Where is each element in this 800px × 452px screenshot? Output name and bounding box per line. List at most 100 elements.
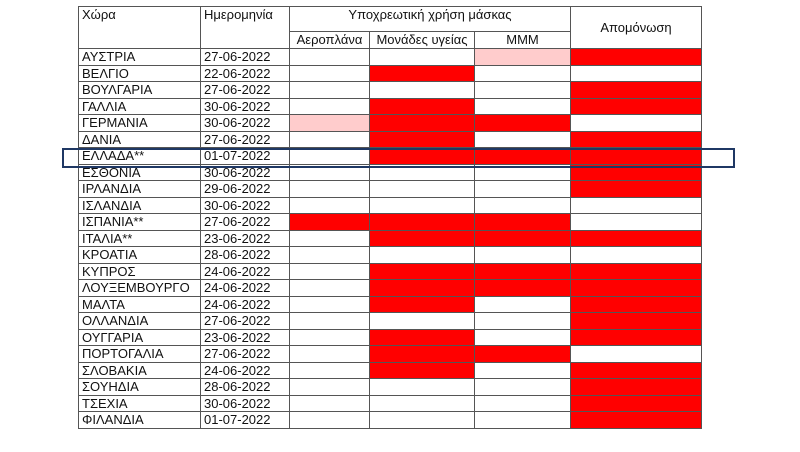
planes-cell <box>289 262 370 280</box>
table-row: ΠΟΡΤΟΓΑΛΙΑ 27-06-2022 <box>78 345 702 363</box>
header-mmm: ΜΜΜ <box>474 31 571 49</box>
health-units-cell <box>369 411 475 429</box>
mmm-cell <box>474 147 571 165</box>
health-units-cell <box>369 48 475 66</box>
isolation-cell <box>570 262 702 280</box>
country-cell: ΕΛΛΑΔΑ** <box>78 147 201 165</box>
date-cell: 28-06-2022 <box>200 378 290 396</box>
table-row: ΙΣΠΑΝΙΑ** 27-06-2022 <box>78 213 702 231</box>
table-row: ΜΑΛΤΑ 24-06-2022 <box>78 295 702 313</box>
mmm-cell <box>474 64 571 82</box>
date-cell: 28-06-2022 <box>200 246 290 264</box>
health-units-cell <box>369 163 475 181</box>
mmm-cell <box>474 213 571 231</box>
mmm-cell <box>474 262 571 280</box>
mmm-cell <box>474 246 571 264</box>
date-cell: 24-06-2022 <box>200 262 290 280</box>
country-cell: ΙΣΠΑΝΙΑ** <box>78 213 201 231</box>
planes-cell <box>289 147 370 165</box>
planes-cell <box>289 246 370 264</box>
date-cell: 29-06-2022 <box>200 180 290 198</box>
health-units-cell <box>369 295 475 313</box>
mmm-cell <box>474 180 571 198</box>
date-cell: 27-06-2022 <box>200 345 290 363</box>
health-units-cell <box>369 213 475 231</box>
date-cell: 30-06-2022 <box>200 114 290 132</box>
country-cell: ΙΣΛΑΝΔΙΑ <box>78 196 201 214</box>
date-cell: 22-06-2022 <box>200 64 290 82</box>
date-cell: 24-06-2022 <box>200 361 290 379</box>
country-cell: ΤΣΕΧΙΑ <box>78 394 201 412</box>
country-cell: ΓΕΡΜΑΝΙΑ <box>78 114 201 132</box>
date-cell: 30-06-2022 <box>200 394 290 412</box>
date-cell: 23-06-2022 <box>200 229 290 247</box>
health-units-cell <box>369 130 475 148</box>
isolation-cell <box>570 213 702 231</box>
country-cell: ΟΛΛΑΝΔΙΑ <box>78 312 201 330</box>
date-cell: 30-06-2022 <box>200 163 290 181</box>
country-cell: ΑΥΣΤΡΙΑ <box>78 48 201 66</box>
table-row: ΔΑΝΙΑ 27-06-2022 <box>78 130 702 148</box>
health-units-cell <box>369 378 475 396</box>
date-cell: 24-06-2022 <box>200 279 290 297</box>
table-body: ΑΥΣΤΡΙΑ 27-06-2022 ΒΕΛΓΙΟ 22-06-2022 ΒΟΥΛΓΑΡ… <box>78 48 702 429</box>
mmm-cell <box>474 411 571 429</box>
isolation-cell <box>570 279 702 297</box>
table-row: ΣΛΟΒΑΚΙΑ 24-06-2022 <box>78 361 702 379</box>
planes-cell <box>289 378 370 396</box>
table-row: ΚΡΟΑΤΙΑ 28-06-2022 <box>78 246 702 264</box>
header-health-units: Μονάδες υγείας <box>369 31 475 49</box>
planes-cell <box>289 180 370 198</box>
mmm-cell <box>474 163 571 181</box>
table-row: ΙΣΛΑΝΔΙΑ 30-06-2022 <box>78 196 702 214</box>
planes-cell <box>289 130 370 148</box>
planes-cell <box>289 48 370 66</box>
date-cell: 30-06-2022 <box>200 196 290 214</box>
date-cell: 27-06-2022 <box>200 81 290 99</box>
mmm-cell <box>474 130 571 148</box>
isolation-cell <box>570 345 702 363</box>
country-cell: ΟΥΓΓΑΡΙΑ <box>78 328 201 346</box>
header-planes: Αεροπλάνα <box>289 31 370 49</box>
table-row: ΙΡΛΑΝΔΙΑ 29-06-2022 <box>78 180 702 198</box>
planes-cell <box>289 295 370 313</box>
planes-cell <box>289 312 370 330</box>
country-cell: ΕΣΘΟΝΙΑ <box>78 163 201 181</box>
isolation-cell <box>570 114 702 132</box>
isolation-cell <box>570 130 702 148</box>
planes-cell <box>289 345 370 363</box>
isolation-cell <box>570 328 702 346</box>
country-cell: ΒΟΥΛΓΑΡΙΑ <box>78 81 201 99</box>
date-cell: 01-07-2022 <box>200 147 290 165</box>
country-cell: ΣΟΥΗΔΙΑ <box>78 378 201 396</box>
date-cell: 27-06-2022 <box>200 48 290 66</box>
country-cell: ΣΛΟΒΑΚΙΑ <box>78 361 201 379</box>
table-row: ΤΣΕΧΙΑ 30-06-2022 <box>78 394 702 412</box>
table-row: ΒΕΛΓΙΟ 22-06-2022 <box>78 64 702 82</box>
planes-cell <box>289 229 370 247</box>
health-units-cell <box>369 229 475 247</box>
table-row: ΦΙΛΑΝΔΙΑ 01-07-2022 <box>78 411 702 429</box>
table-row: ΕΣΘΟΝΙΑ 30-06-2022 <box>78 163 702 181</box>
country-cell: ΜΑΛΤΑ <box>78 295 201 313</box>
date-cell: 24-06-2022 <box>200 295 290 313</box>
isolation-cell <box>570 196 702 214</box>
isolation-cell <box>570 48 702 66</box>
health-units-cell <box>369 196 475 214</box>
planes-cell <box>289 97 370 115</box>
mmm-cell <box>474 328 571 346</box>
health-units-cell <box>369 361 475 379</box>
country-cell: ΚΡΟΑΤΙΑ <box>78 246 201 264</box>
isolation-cell <box>570 180 702 198</box>
mmm-cell <box>474 81 571 99</box>
mmm-cell <box>474 279 571 297</box>
isolation-cell <box>570 246 702 264</box>
planes-cell <box>289 114 370 132</box>
table-row: ΓΕΡΜΑΝΙΑ 30-06-2022 <box>78 114 702 132</box>
table-row: ΓΑΛΛΙΑ 30-06-2022 <box>78 97 702 115</box>
header-date: Ημερομηνία <box>200 6 290 49</box>
table-row: ΟΥΓΓΑΡΙΑ 23-06-2022 <box>78 328 702 346</box>
health-units-cell <box>369 114 475 132</box>
header-country: Χώρα <box>78 6 201 49</box>
planes-cell <box>289 361 370 379</box>
